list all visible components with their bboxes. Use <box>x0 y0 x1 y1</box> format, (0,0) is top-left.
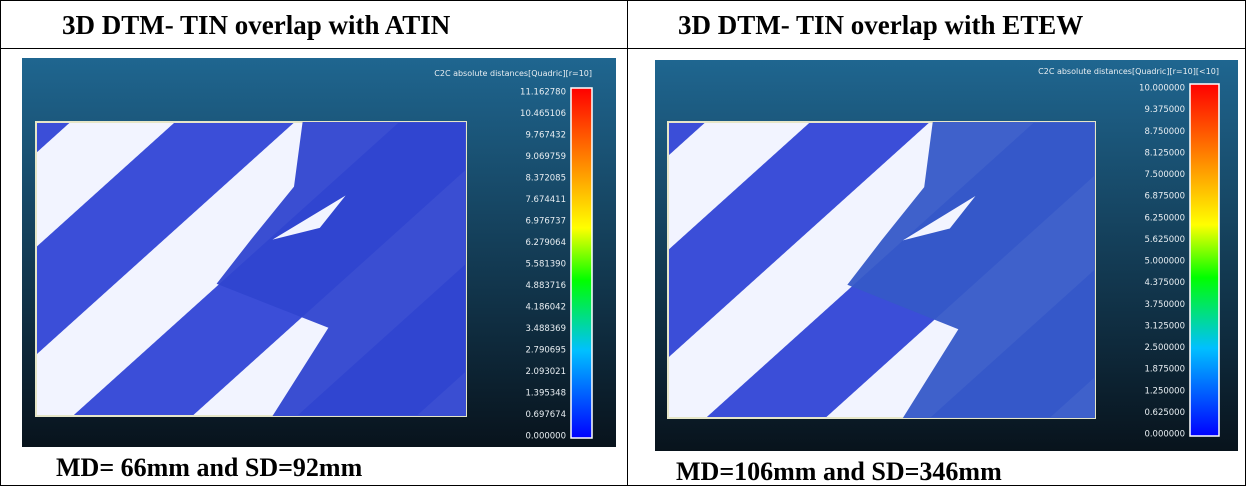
scale-label: 5.000000 <box>1144 257 1185 267</box>
color-scale <box>1190 84 1219 436</box>
scale-label: 3.125000 <box>1144 321 1185 331</box>
header: 3D DTM- TIN overlap with ATIN <box>62 0 450 48</box>
scale-label: 4.186042 <box>525 303 566 313</box>
scale-label: 7.674411 <box>525 195 566 205</box>
scale-label: 5.581390 <box>525 260 566 270</box>
scale-label: 1.250000 <box>1144 386 1185 396</box>
scale-label: 4.883716 <box>525 281 566 291</box>
scale-label: 8.125000 <box>1144 148 1185 158</box>
page: {"table": { "headers": ["3D DTM- TIN ove… <box>0 0 1246 486</box>
scale-label: 0.625000 <box>1144 408 1185 418</box>
scale-label: 2.790695 <box>525 346 566 356</box>
row-divider <box>0 48 1246 49</box>
point-cloud-image: C2C absolute distances[Quadric][r=10][<1… <box>655 60 1238 451</box>
scale-label: 10.465106 <box>520 109 566 119</box>
scale-label: 0.000000 <box>1144 430 1185 440</box>
scale-label: 8.372085 <box>525 174 566 184</box>
scale-label: 2.093021 <box>525 367 566 377</box>
point-cloud-image: C2C absolute distances[Quadric][r=10] 11.… <box>22 58 616 447</box>
caption: MD= 66mm and SD=92mm <box>56 451 362 485</box>
scale-label: 9.767432 <box>525 131 566 141</box>
scale-label: 9.375000 <box>1144 105 1185 115</box>
header: 3D DTM- TIN overlap with ETEW <box>678 0 1083 48</box>
scale-label: 2.500000 <box>1144 343 1185 353</box>
scale-label: 6.279064 <box>525 238 566 248</box>
scale-label: 10.000000 <box>1139 84 1185 94</box>
scale-label: 8.750000 <box>1144 127 1185 137</box>
color-scale <box>571 88 592 438</box>
scale-label: 1.395348 <box>525 389 566 399</box>
scale-label: 1.875000 <box>1144 365 1185 375</box>
scale-title: C2C absolute distances[Quadric][r=10][<1… <box>1038 67 1219 76</box>
scale-label: 0.697674 <box>525 410 566 420</box>
scale-label: 4.375000 <box>1144 278 1185 288</box>
scale-title: C2C absolute distances[Quadric][r=10] <box>434 69 592 78</box>
scale-label: 5.625000 <box>1144 235 1185 245</box>
scale-label: 6.875000 <box>1144 192 1185 202</box>
scale-label: 0.000000 <box>525 432 566 442</box>
scale-label: 3.750000 <box>1144 300 1185 310</box>
scale-label: 6.976737 <box>525 217 566 227</box>
caption: MD=106mm and SD=346mm <box>676 455 1002 489</box>
column-divider <box>627 0 628 486</box>
scale-label: 7.500000 <box>1144 170 1185 180</box>
scale-label: 9.069759 <box>525 152 566 162</box>
scale-label: 11.162780 <box>520 88 566 98</box>
scale-label: 6.250000 <box>1144 213 1185 223</box>
scale-label: 3.488369 <box>525 324 566 334</box>
